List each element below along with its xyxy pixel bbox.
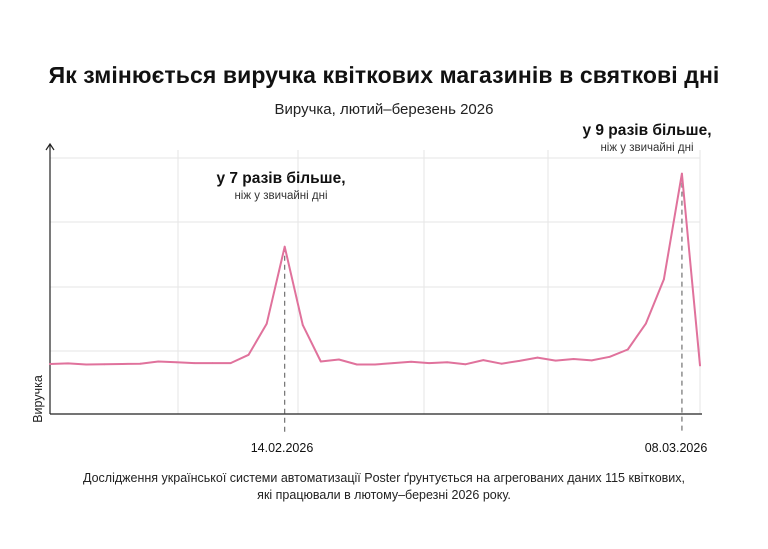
annotation-march8: у 9 разів більше, ніж у звичайні дні: [562, 122, 732, 154]
data-point: [211, 362, 214, 364]
data-point: [193, 362, 196, 364]
annotation-valentines: у 7 разів більше, ніж у звичайні дні: [196, 170, 366, 202]
data-point: [175, 361, 178, 364]
data-point: [590, 359, 593, 362]
data-point: [356, 363, 358, 366]
data-point: [157, 360, 160, 363]
data-point: [49, 363, 51, 365]
data-point: [446, 361, 449, 364]
data-point: [663, 278, 665, 281]
y-axis-arrow: [45, 142, 55, 151]
annotation-valentines-subtitle: ніж у звичайні дні: [234, 190, 328, 202]
data-point: [103, 363, 106, 366]
data-point: [265, 322, 268, 325]
data-point: [518, 360, 521, 362]
footnote-line-1: Дослідження української системи автомати…: [82, 471, 685, 485]
data-point: [283, 245, 286, 248]
chart-subtitle: Виручка, лютий–березень 2026: [274, 101, 494, 118]
data-point: [572, 358, 575, 360]
data-point: [608, 355, 611, 358]
annotation-march8-title: у 9 разів більше,: [582, 122, 712, 139]
data-point: [139, 362, 142, 365]
grid: [49, 150, 701, 414]
data-point: [374, 363, 376, 366]
footnote: Дослідження української системи автомати…: [40, 470, 728, 504]
data-point: [301, 324, 304, 326]
chart-title: Як змінюється виручка квіткових магазині…: [48, 62, 720, 88]
series-line-revenue: [49, 172, 701, 367]
data-point: [536, 356, 539, 359]
data-point: [338, 358, 340, 361]
data-point: [392, 362, 394, 364]
data-point: [681, 172, 683, 175]
footnote-line-2: які працювали в лютому–березні 2026 року…: [257, 488, 511, 502]
data-point: [644, 322, 647, 325]
data-point: [699, 364, 701, 367]
data-point: [229, 362, 232, 364]
data-point: [554, 359, 557, 362]
data-point: [500, 362, 503, 365]
annotation-march8-subtitle: ніж у звичайні дні: [600, 142, 694, 154]
data-point: [464, 363, 467, 366]
y-axis-label: Виручка: [31, 375, 45, 423]
data-point: [319, 360, 322, 363]
data-point: [247, 353, 250, 356]
data-point: [626, 348, 629, 351]
data-point: [482, 359, 485, 361]
series: [49, 172, 701, 367]
data-point: [121, 363, 124, 365]
x-tick-label: 14.02.2026: [250, 441, 314, 455]
x-tick-label: 08.03.2026: [644, 441, 708, 455]
axes: [45, 142, 702, 415]
annotation-markers: [284, 173, 683, 432]
data-point: [67, 362, 69, 365]
annotation-valentines-title: у 7 разів більше,: [216, 170, 346, 187]
data-point: [428, 362, 431, 364]
data-point: [85, 363, 87, 366]
data-point: [410, 360, 412, 363]
